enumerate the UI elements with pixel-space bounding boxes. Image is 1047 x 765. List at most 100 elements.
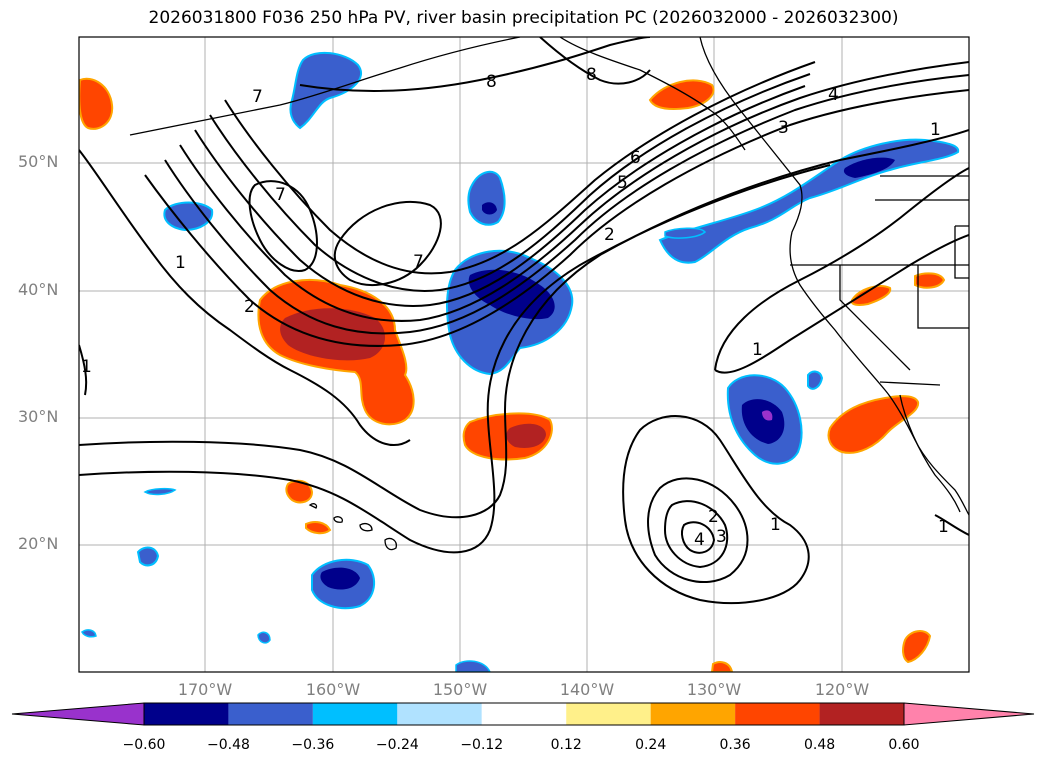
contour-label-4: 4: [828, 85, 839, 105]
colorbar-segment: [819, 703, 904, 725]
lon-label-160w: 160°W: [305, 680, 361, 699]
precip-patch-alaska: [648, 79, 715, 110]
colorbar-segment: [481, 703, 567, 725]
plot-area: 8 8 7 7 7 6 5 4 3 2 2 1 1 1 1 1 1 2 3 4: [79, 37, 969, 672]
hawaii-oahu: [333, 516, 344, 523]
colorbar-tick-label: 0.60: [888, 737, 920, 753]
lat-label-50n: 50°N: [18, 152, 59, 171]
colorbar-segment: [228, 703, 313, 725]
precip-patch-north-central-core: [482, 202, 497, 215]
pv-contour-se-1: [934, 514, 969, 536]
pv-contour-north-8b: [539, 37, 651, 85]
pv-contour-1-west-edge: [79, 344, 88, 396]
colorbar-segment: [566, 703, 651, 725]
pv-contour-sub-1: [622, 415, 810, 605]
contour-label-2-west: 2: [244, 297, 255, 317]
pv-contour-jet-6: [209, 73, 811, 292]
colorbar-segments: [144, 703, 904, 725]
contour-labels: 8 8 7 7 7 6 5 4 3 2 2 1 1 1 1 1 1 2 3 4: [81, 65, 949, 550]
colorbar-tick-label: −0.24: [375, 737, 419, 753]
pv-contour-jet-3: [164, 74, 969, 335]
coastline-north-america: [699, 37, 969, 516]
hawaii-kauai: [308, 503, 318, 509]
contour-label-8b: 8: [586, 65, 597, 85]
pv-contour-sub-3: [663, 500, 729, 569]
precip-patch-california: [827, 395, 920, 454]
contour-label-1-ne: 1: [752, 340, 763, 360]
lon-label-130w: 130°W: [686, 680, 742, 699]
precip-patch-north-central: [467, 170, 506, 226]
contour-label-3-sub: 3: [716, 527, 727, 547]
colorbar-segment: [397, 703, 482, 725]
precip-patch-sw-small: [136, 546, 160, 567]
pv-contour-north-8: [299, 37, 651, 93]
state-box-east: [954, 225, 969, 279]
precip-patch-ne-band: [658, 138, 960, 264]
precip-patch-hawaii-south-core: [320, 567, 360, 590]
precip-patch-hawaii-islets: [305, 521, 332, 535]
precip-negative-patches: [81, 51, 960, 672]
border-us-mexico: [879, 381, 941, 386]
contour-label-2: 2: [604, 225, 615, 245]
precip-patch-baja-w-core: [741, 399, 785, 444]
contour-label-4-sub: 4: [694, 530, 705, 550]
pv-contour-sub-4: [681, 521, 716, 554]
precip-patch-cal-small: [807, 370, 824, 390]
colorbar-tick-label: 0.12: [550, 737, 582, 753]
colorbar-frame: [143, 702, 905, 726]
precip-patch-dateline-55n: [79, 77, 114, 130]
colorbar-segment: [650, 703, 736, 725]
lat-label-30n: 30°N: [18, 407, 59, 426]
alaska-coast: [559, 37, 746, 151]
colorbar-extend-high: [903, 702, 1035, 726]
precip-patch-bottom-blue: [455, 660, 491, 672]
contour-label-6: 6: [630, 148, 641, 168]
colorbar-segment: [144, 703, 229, 725]
contour-label-3: 3: [778, 118, 789, 138]
lon-label-170w: 170°W: [177, 680, 233, 699]
colorbar-tick-label: −0.48: [206, 737, 250, 753]
hawaii-big-island: [384, 537, 397, 551]
contour-label-7-c: 7: [413, 252, 424, 272]
colorbar-tick-label: −0.36: [291, 737, 335, 753]
pv-contour-jet-4: [179, 61, 969, 322]
pv-contour-1-e: [714, 234, 969, 374]
lat-label-20n: 20°N: [18, 534, 59, 553]
hawaii-maui: [359, 523, 373, 532]
colorbar-tick-label: 0.48: [803, 737, 836, 753]
pv-contour-1-ne: [714, 167, 969, 371]
colorbar: [11, 702, 1035, 726]
precip-patch-mexico: [902, 630, 932, 664]
gridlines: [79, 37, 969, 672]
precip-patch-nevada: [850, 285, 892, 306]
precip-patch-central-40n-core: [468, 269, 555, 320]
contour-label-7-a: 7: [252, 87, 263, 107]
pv-contour-jet-5: [194, 85, 806, 307]
precip-patch-bottom: [710, 661, 734, 672]
pv-contour-1-far-west: [79, 149, 411, 446]
colorbar-segment: [312, 703, 398, 725]
precip-patch-hawaii-w: [285, 479, 314, 504]
pv-contours: [79, 37, 969, 605]
contour-label-8: 8: [486, 72, 497, 92]
colorbar-tick-label: 0.24: [635, 737, 667, 753]
pv-contour-7-west-loop: [248, 180, 318, 272]
precip-patch-central-30n-core: [506, 423, 546, 448]
precip-patch-ne-small: [664, 227, 707, 239]
map-title: 2026031800 F036 250 hPa PV, river basin …: [148, 8, 899, 28]
contour-label-5: 5: [617, 173, 628, 193]
colorbar-tick-label: −0.60: [122, 737, 166, 753]
precip-patch-tiny-3: [81, 629, 97, 638]
precip-positive-patches: [79, 77, 946, 672]
precip-patch-aleutian: [289, 51, 362, 130]
contour-label-2-sub: 2: [708, 507, 719, 527]
contour-label-7-b: 7: [275, 185, 286, 205]
coastlines: [129, 37, 969, 551]
map-frame: [78, 36, 970, 673]
pv-contour-7-central: [333, 200, 442, 286]
precip-patch-utah: [914, 272, 946, 289]
contour-label-1-far-west: 1: [81, 357, 92, 377]
colorbar-segment: [735, 703, 820, 725]
pv-contour-jet-7: [224, 61, 816, 275]
